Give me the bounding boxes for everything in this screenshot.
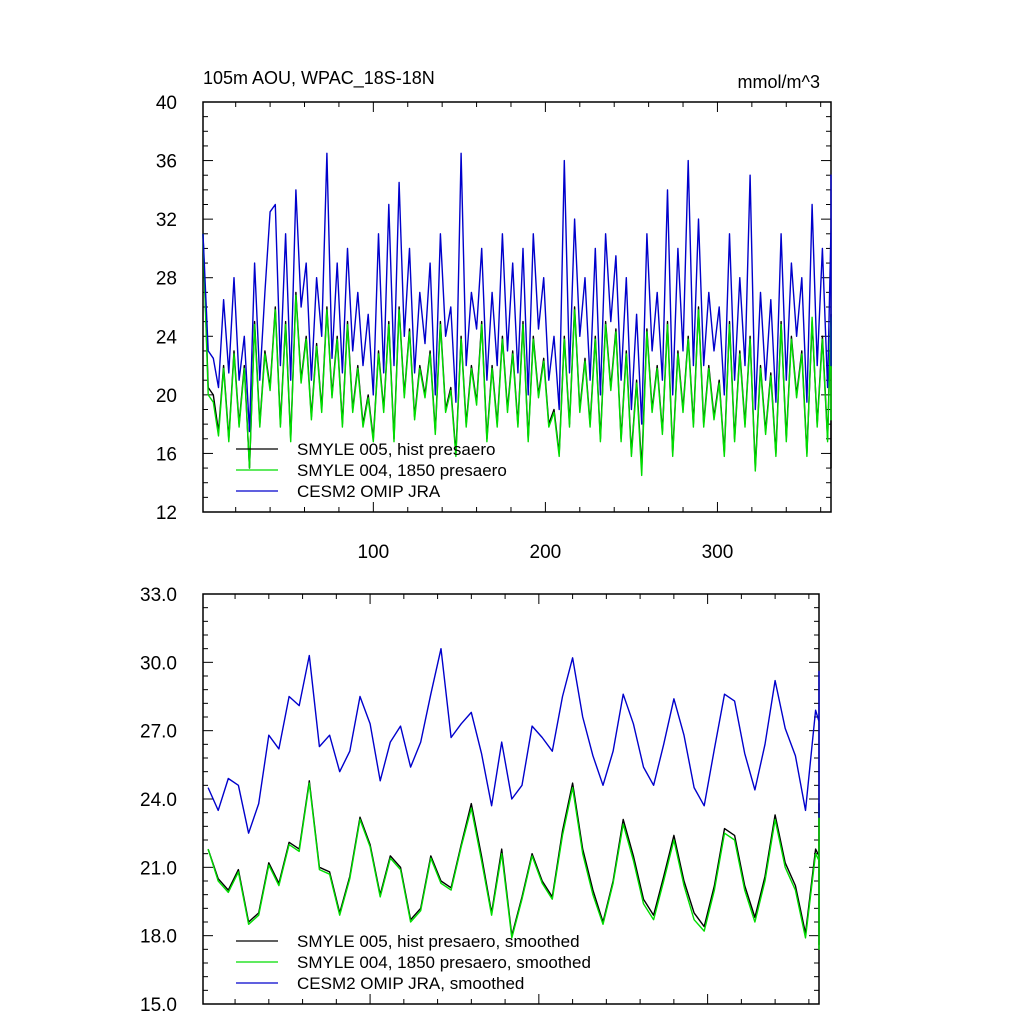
legend-label-cesm2-smoothed: CESM2 OMIP JRA, smoothed: [297, 974, 524, 993]
legend: SMYLE 005, hist presaero, smoothed SMYLE…: [236, 932, 591, 993]
legend-label-smyle005: SMYLE 005, hist presaero: [297, 440, 495, 459]
y-tick-label: 15.0: [140, 995, 177, 1016]
chart-title: 105m AOU, WPAC_18S-18N: [203, 68, 435, 89]
series-line-0: [207, 780, 820, 946]
y-tick-label: 28: [156, 269, 177, 290]
y-tick-label: 20: [156, 386, 177, 407]
y-tick-label: 33.0: [140, 585, 177, 606]
series-line-1: [202, 233, 832, 477]
axis-ticks: 12 16 20 24 28 32 36 40 100 200 300: [156, 93, 831, 563]
y-tick-label: 27.0: [140, 722, 177, 743]
series-line-2: [202, 152, 832, 433]
series-line-1: [207, 782, 820, 950]
series-line-2: [207, 648, 820, 834]
legend-label-cesm2: CESM2 OMIP JRA: [297, 482, 441, 501]
top-panel: 105m AOU, WPAC_18S-18N mmol/m^3 12 16 20 24…: [156, 68, 832, 563]
y-tick-label: 24.0: [140, 790, 177, 811]
series-lines: [202, 152, 832, 477]
y-tick-label: 16: [156, 444, 177, 465]
x-tick-label: 200: [530, 542, 562, 563]
legend-label-smyle004-smoothed: SMYLE 004, 1850 presaero, smoothed: [297, 953, 591, 972]
y-tick-label: 40: [156, 93, 177, 114]
x-tick-label: 100: [357, 542, 389, 563]
legend-label-smyle004: SMYLE 004, 1850 presaero: [297, 461, 507, 480]
y-tick-label: 30.0: [140, 653, 177, 674]
y-tick-label: 24: [156, 327, 178, 348]
units-label: mmol/m^3: [738, 72, 820, 92]
legend: SMYLE 005, hist presaero SMYLE 004, 1850…: [236, 440, 507, 501]
x-tick-label: 300: [702, 542, 734, 563]
y-tick-label: 21.0: [140, 858, 177, 879]
series-lines: [207, 648, 820, 950]
y-tick-label: 12: [156, 503, 177, 524]
y-tick-label: 18.0: [140, 927, 177, 948]
axis-ticks: 15.0 18.0 21.0 24.0 27.0 30.0 33.0: [140, 585, 819, 1016]
bottom-panel: 15.0 18.0 21.0 24.0 27.0 30.0 33.0 SMYLE 005, …: [140, 585, 820, 1016]
y-tick-label: 32: [156, 210, 177, 231]
y-tick-label: 36: [156, 152, 177, 173]
legend-label-smyle005-smoothed: SMYLE 005, hist presaero, smoothed: [297, 932, 580, 951]
